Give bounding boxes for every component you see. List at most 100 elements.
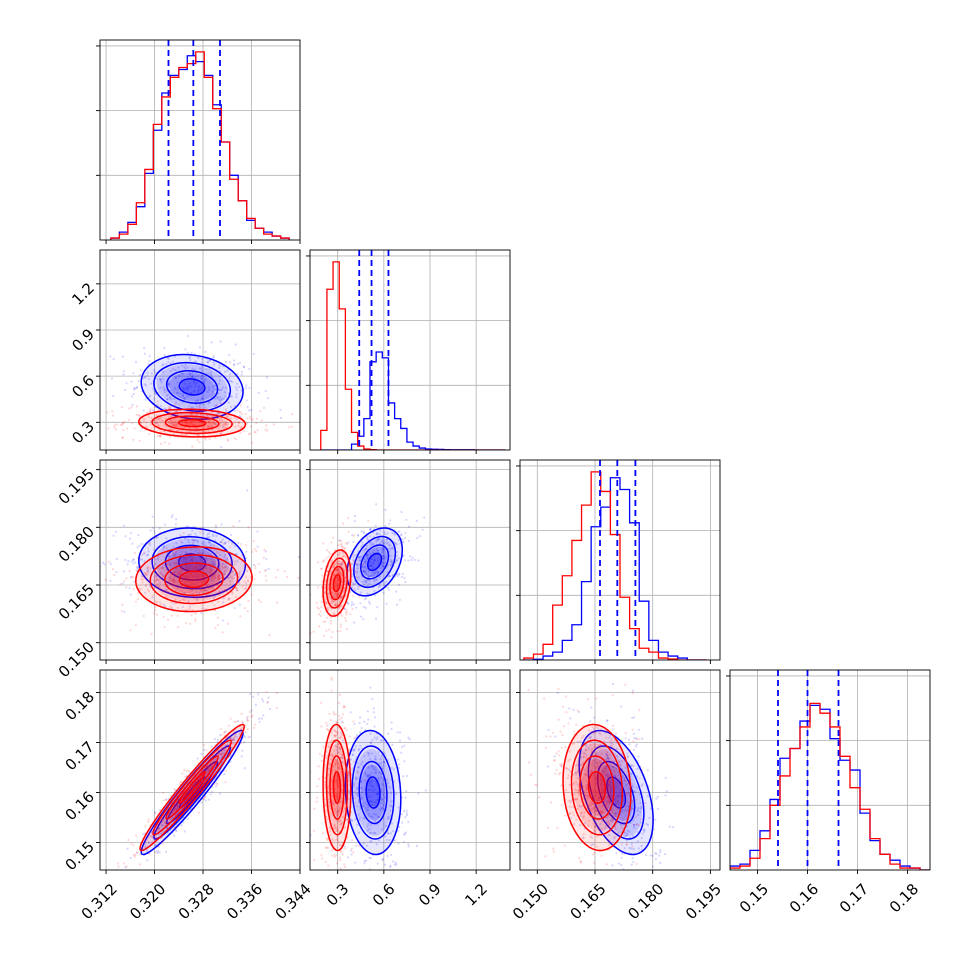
- sample-point-blue: [370, 564, 373, 567]
- sample-point-blue: [367, 554, 370, 557]
- sample-point-blue: [394, 560, 397, 564]
- sample-point-blue: [382, 784, 385, 787]
- sample-point-red: [327, 593, 331, 596]
- sample-point-blue: [146, 570, 149, 573]
- sample-point-blue: [582, 751, 586, 755]
- sample-point-red: [342, 592, 345, 595]
- sample-point-red: [115, 884, 117, 886]
- sample-point-red: [168, 442, 171, 445]
- sample-point-blue: [169, 563, 172, 566]
- sample-point-blue: [201, 373, 204, 377]
- sample-point-blue: [227, 576, 230, 580]
- sample-point-red: [337, 544, 340, 547]
- sample-point-red: [161, 830, 164, 833]
- sample-point-blue: [220, 397, 224, 400]
- sample-point-red: [231, 742, 234, 746]
- sample-point-blue: [125, 871, 127, 873]
- sample-point-red: [272, 423, 276, 426]
- sample-point-red: [214, 627, 217, 630]
- sample-point-red: [158, 418, 161, 421]
- sample-point-blue: [172, 360, 175, 363]
- sample-point-red: [334, 730, 338, 733]
- sample-point-blue: [376, 549, 380, 553]
- sample-point-blue: [174, 553, 177, 556]
- sample-point-blue: [377, 839, 381, 842]
- sample-point-blue: [216, 740, 219, 744]
- sample-point-red: [330, 739, 334, 742]
- sample-point-blue: [279, 416, 283, 420]
- sample-point-blue: [360, 796, 363, 799]
- sample-point-blue: [146, 554, 149, 557]
- sample-point-red: [325, 809, 328, 812]
- sample-point-red: [254, 564, 257, 567]
- sample-point-blue: [395, 559, 399, 562]
- sample-point-red: [334, 581, 337, 584]
- sample-point-red: [336, 568, 339, 571]
- sample-point-red: [163, 820, 166, 823]
- sample-point-blue: [174, 523, 177, 526]
- sample-point-red: [154, 419, 157, 422]
- sample-point-blue: [625, 834, 629, 837]
- sample-point-blue: [173, 387, 176, 391]
- sample-point-red: [129, 629, 132, 632]
- sample-point-red: [204, 438, 207, 441]
- sample-point-blue: [630, 842, 633, 845]
- sample-point-blue: [235, 393, 238, 396]
- contour-blue: [353, 535, 397, 589]
- sample-point-blue: [164, 391, 167, 394]
- sample-point-blue: [195, 571, 198, 575]
- sample-point-blue: [246, 405, 249, 409]
- sample-point-blue: [224, 565, 227, 568]
- sample-point-red: [364, 779, 367, 782]
- sample-point-blue: [172, 397, 176, 400]
- sample-point-red: [224, 588, 227, 592]
- sample-point-red: [331, 600, 334, 603]
- sample-point-red: [219, 417, 223, 420]
- sample-point-blue: [138, 544, 141, 547]
- sample-point-blue: [266, 701, 269, 704]
- sample-point-blue: [144, 584, 147, 588]
- sample-point-blue: [200, 752, 203, 755]
- sample-point-blue: [336, 751, 340, 754]
- sample-point-blue: [126, 563, 129, 566]
- sample-point-red: [174, 455, 176, 457]
- sample-point-blue: [206, 414, 210, 417]
- sample-point-red: [329, 622, 332, 625]
- sample-point-red: [106, 411, 109, 414]
- sample-point-blue: [356, 766, 360, 769]
- sample-point-blue: [632, 785, 635, 788]
- sample-point-red: [184, 793, 188, 796]
- sample-point-red: [336, 784, 340, 787]
- sample-point-red: [164, 568, 168, 571]
- sample-point-blue: [220, 388, 223, 391]
- sample-point-red: [343, 546, 346, 549]
- sample-point-blue: [206, 584, 209, 587]
- sample-point-red: [239, 543, 242, 546]
- sample-point-red: [156, 409, 160, 412]
- sample-point-blue: [372, 562, 375, 565]
- sample-point-red: [238, 421, 241, 424]
- sample-point-blue: [352, 541, 355, 544]
- sample-point-blue: [643, 830, 646, 834]
- sample-point-blue: [146, 859, 149, 862]
- sample-point-blue: [356, 794, 359, 797]
- sample-point-blue: [356, 770, 359, 773]
- sample-point-red: [337, 607, 340, 610]
- sample-point-red: [338, 808, 341, 812]
- sample-point-blue: [146, 567, 149, 571]
- sample-point-blue: [226, 369, 229, 372]
- sample-point-blue: [195, 405, 198, 408]
- sample-point-red: [209, 422, 212, 425]
- sample-point-blue: [208, 401, 211, 404]
- sample-point-blue: [622, 868, 625, 870]
- sample-point-blue: [373, 831, 376, 835]
- sample-point-red: [232, 524, 235, 528]
- sample-point-blue: [180, 824, 183, 827]
- sample-point-blue: [389, 804, 392, 807]
- y-tick-label: 0.195: [55, 465, 98, 508]
- sample-point-red: [336, 731, 339, 734]
- sample-point-red: [323, 586, 326, 589]
- sample-point-red: [338, 830, 341, 833]
- density-fill-red: [135, 546, 253, 612]
- sample-point-red: [122, 862, 126, 865]
